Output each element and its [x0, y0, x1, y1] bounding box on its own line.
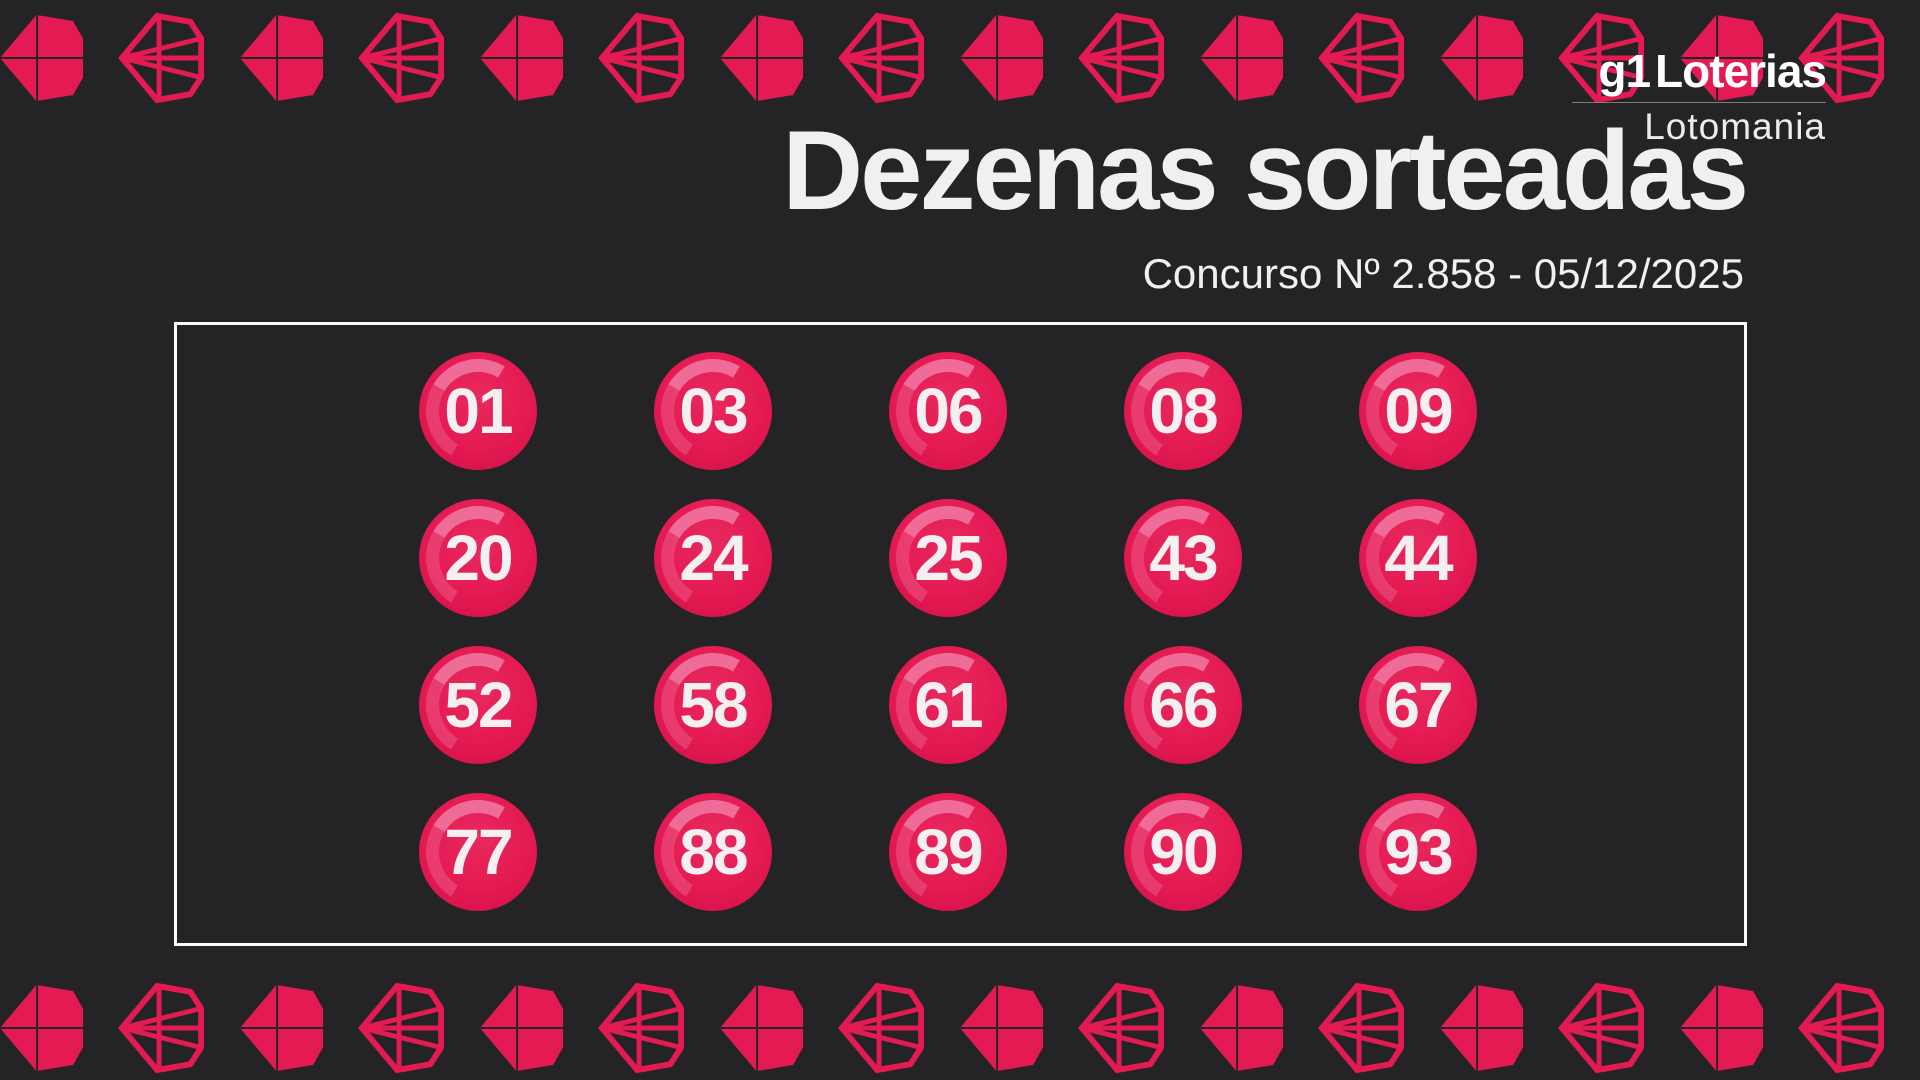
diamond-gem-icon: [358, 8, 446, 108]
diamond-gem-icon: [1438, 8, 1526, 108]
product-name: Lotomania: [1644, 106, 1826, 147]
diamond-gem-icon: [1798, 978, 1886, 1078]
lottery-ball: 77: [419, 793, 537, 911]
diamond-gem-icon: [478, 8, 566, 108]
lottery-ball-number: 77: [444, 816, 513, 888]
lottery-ball-number: 89: [914, 816, 983, 888]
lottery-ball: 25: [889, 499, 1007, 617]
lottery-ball: 67: [1359, 646, 1477, 764]
lottery-ball-number: 88: [679, 816, 748, 888]
lottery-ball-number: 06: [914, 375, 983, 447]
lottery-ball: 89: [889, 793, 1007, 911]
lottery-ball-number: 01: [444, 375, 513, 447]
diamond-gem-icon: [1438, 978, 1526, 1078]
lottery-ball: 03: [654, 352, 772, 470]
diamond-gem-icon: [118, 978, 206, 1078]
g1-loterias-logo: g1 Loterias Lotomania: [1572, 45, 1827, 147]
lottery-ball-number: 20: [444, 522, 513, 594]
lottery-ball: 08: [1124, 352, 1242, 470]
lottery-ball-number: 08: [1149, 375, 1218, 447]
lottery-ball-number: 03: [679, 375, 748, 447]
lottery-ball-number: 44: [1384, 522, 1453, 594]
diamond-gem-icon: [1198, 978, 1286, 1078]
diamond-gem-icon: [718, 8, 806, 108]
lottery-ball: 44: [1359, 499, 1477, 617]
lottery-ball: 09: [1359, 352, 1477, 470]
lottery-ball-number: 61: [914, 669, 983, 741]
diamond-gem-icon: [598, 8, 686, 108]
diamond-gem-icon: [958, 978, 1046, 1078]
diamond-gem-icon: [358, 978, 446, 1078]
numbers-board: 01 03 06 08 09 20 24 25 43 44 52 58 61 66 67 77 88 89 90 93: [174, 322, 1747, 946]
diamond-gem-icon: [1318, 8, 1406, 108]
lottery-ball: 93: [1359, 793, 1477, 911]
diamond-gem-icon: [238, 978, 326, 1078]
diamond-gem-icon: [118, 8, 206, 108]
diamond-gem-icon: [1678, 978, 1766, 1078]
diamond-gem-icon: [478, 978, 566, 1078]
diamond-gem-icon: [1318, 978, 1406, 1078]
g1-logo-text: g1: [1598, 45, 1651, 97]
lottery-ball: 88: [654, 793, 772, 911]
lottery-ball: 58: [654, 646, 772, 764]
lottery-ball-number: 67: [1384, 669, 1453, 741]
lottery-ball-number: 93: [1384, 816, 1453, 888]
lottery-ball-number: 24: [679, 522, 748, 594]
lottery-ball: 52: [419, 646, 537, 764]
lottery-ball-number: 66: [1149, 669, 1218, 741]
lottery-ball-number: 90: [1149, 816, 1218, 888]
lottery-ball-number: 58: [679, 669, 748, 741]
loterias-logo-text: Loterias: [1655, 45, 1827, 97]
diamond-gem-icon: [238, 8, 326, 108]
diamond-gem-icon: [1078, 8, 1166, 108]
lottery-ball: 01: [419, 352, 537, 470]
contest-info: Concurso Nº 2.858 - 05/12/2025: [1142, 250, 1744, 297]
lottery-ball: 24: [654, 499, 772, 617]
diamond-gem-icon: [718, 978, 806, 1078]
diamond-gem-icon: [958, 8, 1046, 108]
page-title: Dezenas sorteadas: [782, 108, 1749, 233]
diamond-gem-icon: [1198, 8, 1286, 108]
lottery-ball-number: 52: [444, 669, 513, 741]
diamond-gem-icon: [838, 8, 926, 108]
lottery-ball: 66: [1124, 646, 1242, 764]
diamond-gem-icon: [1078, 978, 1166, 1078]
diamond-gem-icon: [0, 978, 86, 1078]
diamond-gem-icon: [1558, 978, 1646, 1078]
diamond-gem-icon: [0, 8, 86, 108]
logo-text: g1 Loterias: [1572, 45, 1827, 97]
lottery-ball: 43: [1124, 499, 1242, 617]
lottery-ball: 90: [1124, 793, 1242, 911]
lottery-ball: 20: [419, 499, 537, 617]
diamond-gem-icon: [598, 978, 686, 1078]
lottery-ball-number: 43: [1149, 522, 1218, 594]
logo-divider: [1572, 102, 1826, 103]
lottery-ball-number: 25: [914, 522, 983, 594]
diamond-gem-icon: [838, 978, 926, 1078]
lottery-ball-number: 09: [1384, 375, 1453, 447]
gem-strip-bottom: [0, 978, 1920, 1078]
lottery-ball: 61: [889, 646, 1007, 764]
lottery-ball: 06: [889, 352, 1007, 470]
